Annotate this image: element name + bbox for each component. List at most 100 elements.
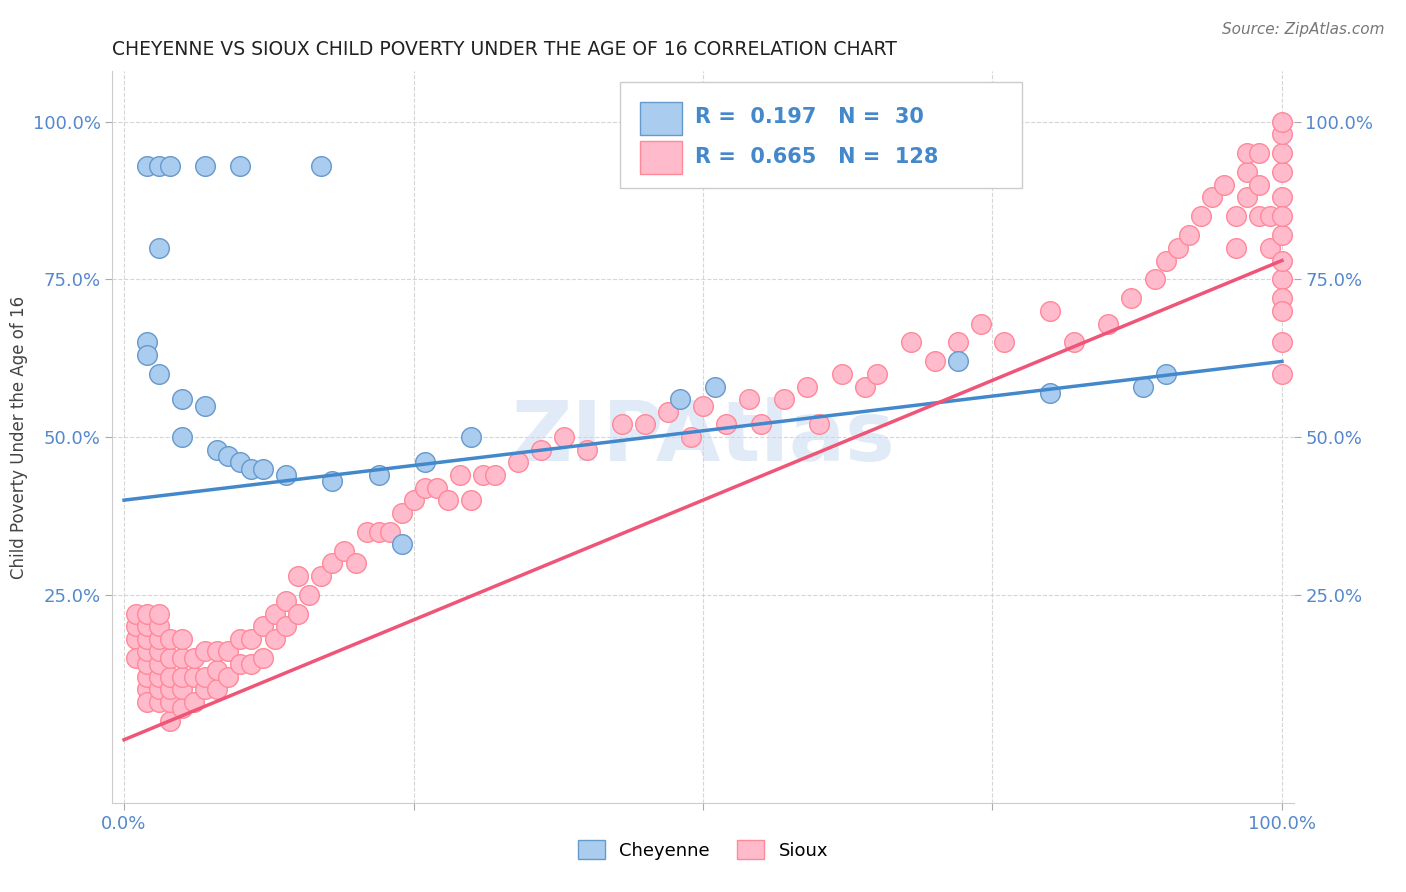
Point (309, 159, 332, 173)
Point (1097, 317, 1119, 331)
Point (1247, 146, 1270, 161)
Point (194, 682, 217, 697)
Point (853, 379, 876, 393)
Point (900, 335, 922, 350)
Point (148, 619, 170, 633)
FancyBboxPatch shape (620, 82, 1022, 188)
Point (136, 695, 159, 709)
Point (1132, 379, 1154, 393)
Point (252, 650, 274, 665)
Point (1271, 335, 1294, 350)
Point (1213, 178, 1236, 192)
Point (530, 442, 553, 457)
Point (749, 417, 772, 432)
Point (1271, 210, 1294, 224)
Point (170, 701, 193, 715)
Point (391, 506, 413, 520)
Point (287, 569, 309, 583)
Point (148, 695, 170, 709)
Point (205, 664, 228, 678)
Point (287, 607, 309, 621)
Point (344, 556, 367, 570)
Point (460, 493, 482, 508)
Legend: Cheyenne, Sioux: Cheyenne, Sioux (578, 840, 828, 860)
Point (309, 569, 332, 583)
Point (170, 632, 193, 646)
Point (183, 695, 205, 709)
Point (1236, 165, 1258, 179)
Point (380, 524, 402, 539)
Point (367, 467, 389, 482)
Point (170, 670, 193, 684)
Point (148, 644, 170, 658)
Point (610, 417, 633, 432)
Point (194, 159, 217, 173)
Point (229, 159, 252, 173)
Point (252, 461, 274, 475)
Point (217, 644, 239, 658)
Point (124, 632, 146, 646)
Point (194, 644, 217, 658)
Point (1247, 210, 1270, 224)
Point (148, 682, 170, 697)
Point (1271, 146, 1294, 161)
Text: Source: ZipAtlas.com: Source: ZipAtlas.com (1222, 22, 1385, 37)
Point (148, 159, 170, 173)
Point (669, 392, 692, 407)
Point (807, 417, 830, 432)
Point (796, 379, 818, 393)
Point (391, 537, 413, 551)
Point (148, 657, 170, 671)
Point (692, 399, 714, 413)
Point (634, 417, 657, 432)
Point (1154, 253, 1177, 268)
Point (1236, 190, 1258, 204)
Point (229, 657, 252, 671)
Point (240, 632, 263, 646)
Point (159, 159, 181, 173)
Point (148, 241, 170, 255)
Point (553, 430, 575, 444)
Point (402, 493, 425, 508)
Point (1236, 146, 1258, 161)
Point (136, 670, 159, 684)
Point (1201, 190, 1223, 204)
Point (205, 442, 228, 457)
Point (124, 607, 146, 621)
Point (1121, 291, 1143, 305)
Point (1271, 190, 1294, 204)
Point (159, 695, 181, 709)
Point (321, 474, 343, 488)
Point (1271, 367, 1294, 381)
Point (1225, 241, 1247, 255)
Point (1143, 272, 1166, 286)
Text: R =  0.665   N =  128: R = 0.665 N = 128 (695, 147, 938, 167)
Point (170, 392, 193, 407)
Point (1271, 253, 1294, 268)
Point (1271, 115, 1294, 129)
Bar (640, 141, 682, 174)
Point (194, 399, 217, 413)
Point (356, 524, 378, 539)
Point (298, 588, 321, 602)
Point (136, 632, 159, 646)
Point (194, 670, 217, 684)
Point (993, 335, 1015, 350)
Point (413, 481, 436, 495)
Point (946, 354, 969, 368)
Point (1271, 304, 1294, 318)
Point (136, 657, 159, 671)
Point (472, 467, 495, 482)
Point (738, 392, 761, 407)
Point (263, 607, 285, 621)
Point (367, 524, 389, 539)
Point (1178, 228, 1201, 243)
Point (946, 335, 969, 350)
Text: ZIPAtlas: ZIPAtlas (510, 397, 896, 477)
Point (703, 379, 725, 393)
Point (148, 607, 170, 621)
Text: CHEYENNE VS SIOUX CHILD POVERTY UNDER THE AGE OF 16 CORRELATION CHART: CHEYENNE VS SIOUX CHILD POVERTY UNDER TH… (112, 39, 897, 59)
Point (183, 650, 205, 665)
Point (136, 644, 159, 658)
Point (183, 670, 205, 684)
